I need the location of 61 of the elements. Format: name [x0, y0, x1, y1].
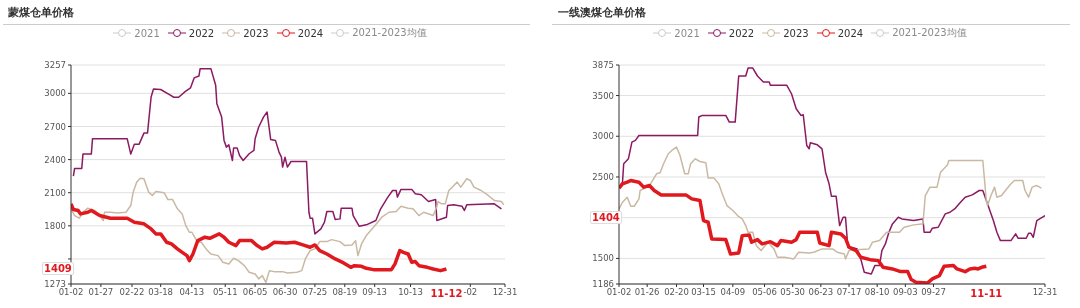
y-tick-label: 3257 — [44, 60, 66, 71]
line-series — [619, 146, 1043, 260]
x-tick-label: 12-31 — [1032, 287, 1058, 298]
x-tick-label: 01-02 — [58, 287, 84, 298]
chart-title: 一线澳煤仓单价格 — [558, 5, 646, 20]
x-tick-label: 07-17 — [836, 287, 862, 298]
x-tick-label: 03-18 — [148, 287, 174, 298]
annotation: 1404 — [590, 211, 622, 225]
x-tick-label: -02 — [463, 287, 478, 298]
y-tick-label: 2500 — [592, 172, 614, 182]
legend-label: 2024 — [296, 26, 324, 40]
annotation: 1409 — [42, 261, 74, 275]
y-tick-label: 3875 — [592, 60, 614, 71]
legend-label: 2021 — [133, 26, 160, 40]
x-tick-label: 05-11 — [212, 287, 238, 298]
y-tick-label: 2100 — [44, 187, 66, 198]
legend-label: 2021-2023均值 — [891, 26, 967, 40]
y-tick-label: 3000 — [592, 131, 614, 142]
text: 11-11 — [970, 288, 1003, 299]
legend-label: 2021-2023均值 — [351, 26, 427, 40]
legend-label: 2023 — [782, 26, 809, 40]
x-tick-label: 01-26 — [634, 287, 660, 298]
x-tick-label: 01-02 — [606, 287, 632, 298]
x-tick-label: 02-20 — [664, 287, 689, 298]
x-tick-label: 04-09 — [720, 287, 746, 298]
y-tick-label: 3500 — [592, 90, 614, 101]
legend-label: 2022 — [727, 26, 755, 40]
x-tick-label: 09-27 — [921, 287, 946, 298]
legend-label: 2022 — [187, 26, 215, 40]
x-tick-label: 07-25 — [302, 287, 328, 298]
y-tick-label: 2400 — [44, 154, 66, 165]
line-series — [619, 178, 989, 284]
x-tick-label: 09-13 — [362, 287, 388, 298]
line-series — [72, 67, 503, 235]
y-tick-label: 1800 — [44, 220, 66, 231]
y-tick-label: 2700 — [44, 121, 66, 132]
x-tick-label: 02-22 — [119, 287, 145, 298]
x-tick-label: 04-13 — [179, 287, 205, 298]
y-tick-label: 3000 — [44, 88, 66, 99]
y-tick-label: 1273 — [44, 279, 66, 290]
x-tick-label: 05-06 — [752, 287, 777, 298]
y-tick-label: 1186 — [592, 279, 614, 290]
x-tick-label: 06-05 — [242, 287, 268, 298]
x-tick-label: 06-30 — [272, 287, 298, 298]
y-tick-label: 1500 — [592, 253, 614, 264]
text: 11-12 — [430, 288, 463, 299]
x-tick-label: 05-30 — [780, 287, 806, 298]
x-tick-label: 08-19 — [332, 287, 358, 298]
x-tick-label: 12-31 — [492, 287, 518, 298]
x-tick-label: 03-15 — [691, 287, 716, 298]
line-series — [619, 67, 1045, 275]
x-tick-label: 09-03 — [893, 287, 918, 298]
chart-title: 蒙煤仓单价格 — [8, 5, 74, 20]
x-tick-label: 06-23 — [808, 287, 834, 298]
x-tick-label: 10-13 — [398, 287, 423, 298]
legend-label: 2024 — [836, 26, 864, 40]
legend-label: 2023 — [242, 26, 269, 40]
legend-label: 2021 — [673, 26, 700, 40]
x-tick-label: 01-27 — [88, 287, 114, 298]
x-tick-label: 08-10 — [864, 287, 890, 298]
line-series — [71, 202, 449, 273]
